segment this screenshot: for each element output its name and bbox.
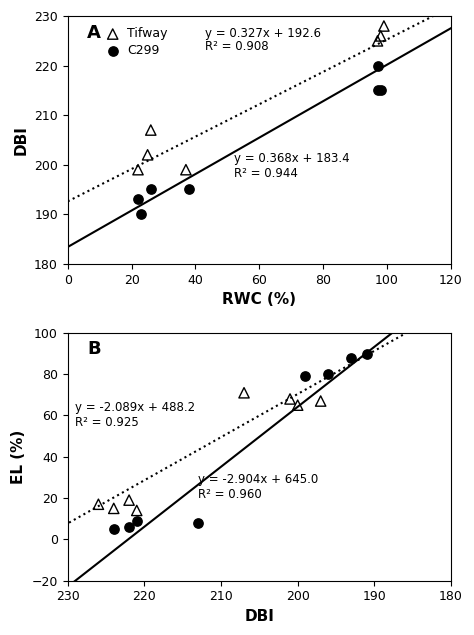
Y-axis label: DBI: DBI (14, 125, 28, 155)
Point (294, 400, 301, 410)
Text: y = -2.904x + 645.0
R² = 0.960: y = -2.904x + 645.0 R² = 0.960 (198, 473, 319, 501)
Point (182, 164, 190, 175)
Text: y = -2.089x + 488.2
R² = 0.925: y = -2.089x + 488.2 R² = 0.925 (75, 401, 196, 429)
Point (374, 85, 381, 95)
Text: B: B (87, 340, 100, 358)
Point (137, 209, 145, 219)
Point (240, 388, 248, 398)
Point (144, 150, 151, 160)
X-axis label: DBI: DBI (245, 609, 274, 624)
Point (147, 125, 155, 135)
X-axis label: RWC (%): RWC (%) (222, 292, 296, 307)
Text: y = 0.327x + 192.6: y = 0.327x + 192.6 (205, 27, 321, 40)
Point (363, 349, 371, 359)
Y-axis label: EL (%): EL (%) (11, 430, 26, 484)
Point (380, 21, 388, 31)
Text: R² = 0.908: R² = 0.908 (205, 41, 269, 53)
Point (110, 524, 118, 534)
Point (110, 504, 118, 514)
Point (347, 352, 355, 363)
Point (377, 85, 384, 95)
Point (185, 184, 193, 194)
Point (377, 31, 384, 41)
Point (125, 495, 133, 505)
Legend: Tifway, C299: Tifway, C299 (101, 25, 170, 60)
Point (301, 371, 309, 382)
Point (147, 184, 155, 194)
Point (133, 505, 140, 516)
Point (133, 516, 140, 526)
Text: y = 0.368x + 183.4
R² = 0.944: y = 0.368x + 183.4 R² = 0.944 (234, 152, 349, 180)
Point (134, 194, 142, 204)
Point (194, 518, 202, 528)
Point (95, 499, 102, 509)
Point (374, 36, 381, 46)
Point (125, 522, 133, 532)
Text: A: A (87, 23, 101, 41)
Point (317, 396, 325, 406)
Point (374, 60, 381, 70)
Point (325, 369, 332, 379)
Point (134, 164, 142, 175)
Point (286, 394, 294, 404)
